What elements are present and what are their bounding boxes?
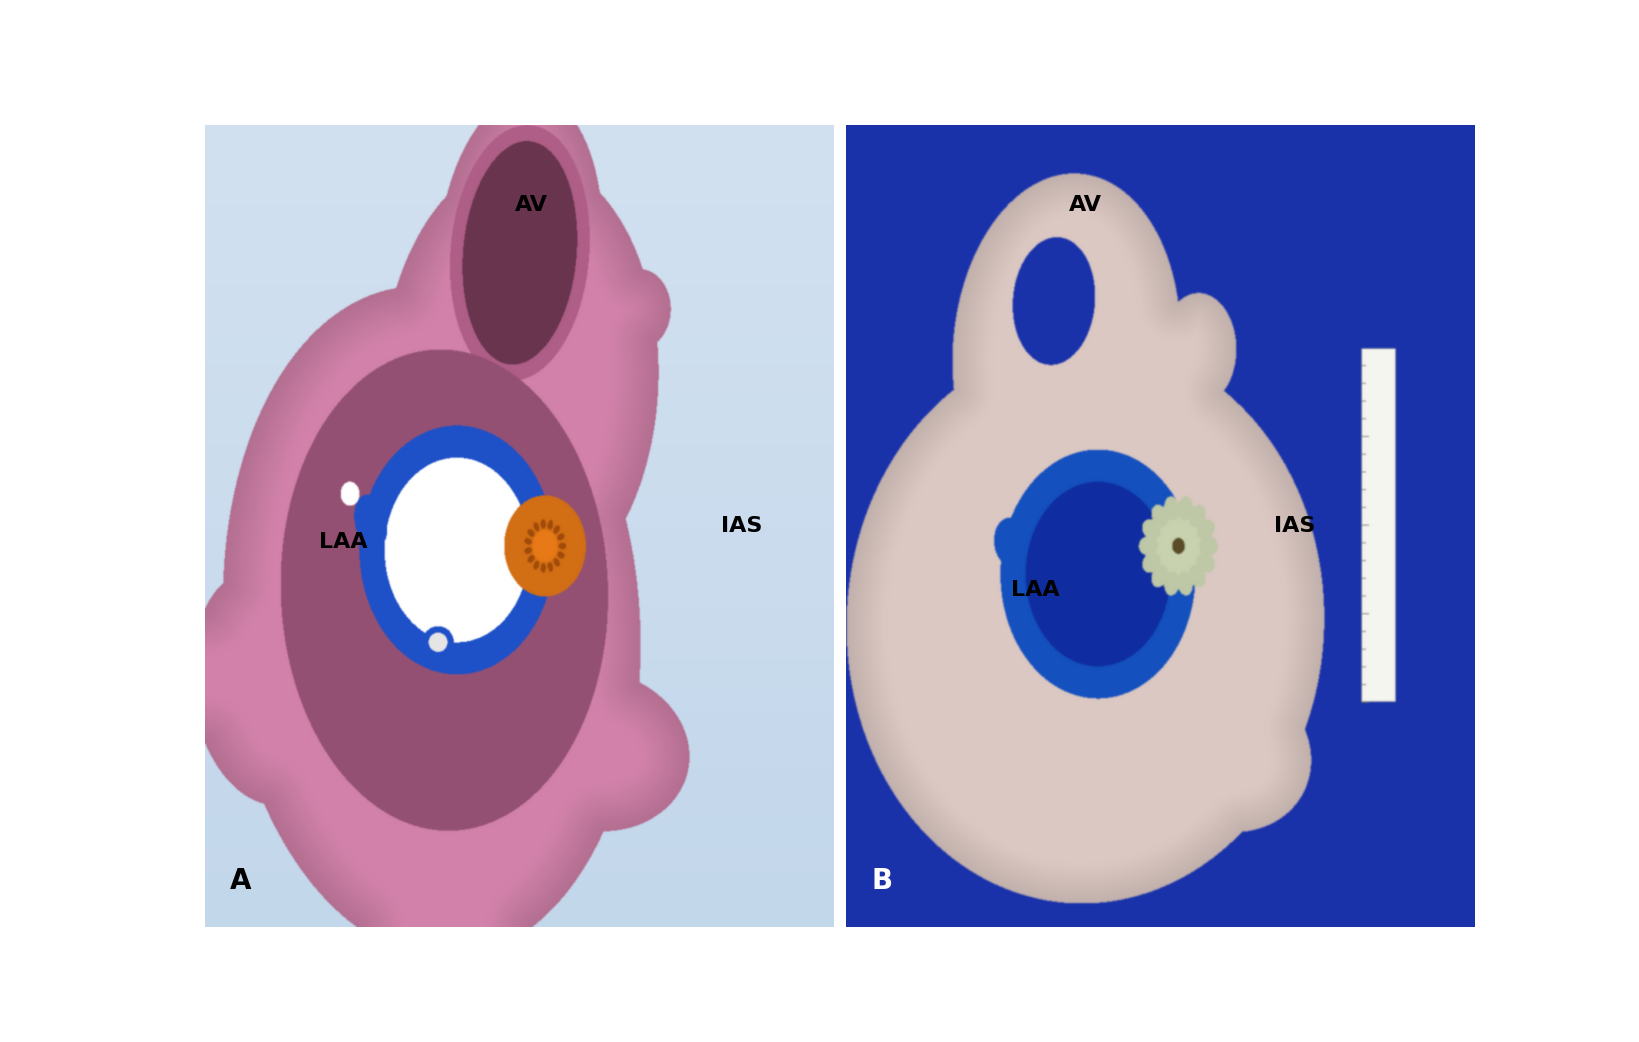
Text: AV: AV <box>1069 195 1101 216</box>
Text: A: A <box>229 867 251 895</box>
Text: IAS: IAS <box>721 516 762 537</box>
Text: LAA: LAA <box>320 532 367 552</box>
Text: LAA: LAA <box>1011 580 1059 600</box>
Text: B: B <box>872 867 893 895</box>
Text: AV: AV <box>515 195 549 216</box>
Text: IAS: IAS <box>1274 516 1314 537</box>
